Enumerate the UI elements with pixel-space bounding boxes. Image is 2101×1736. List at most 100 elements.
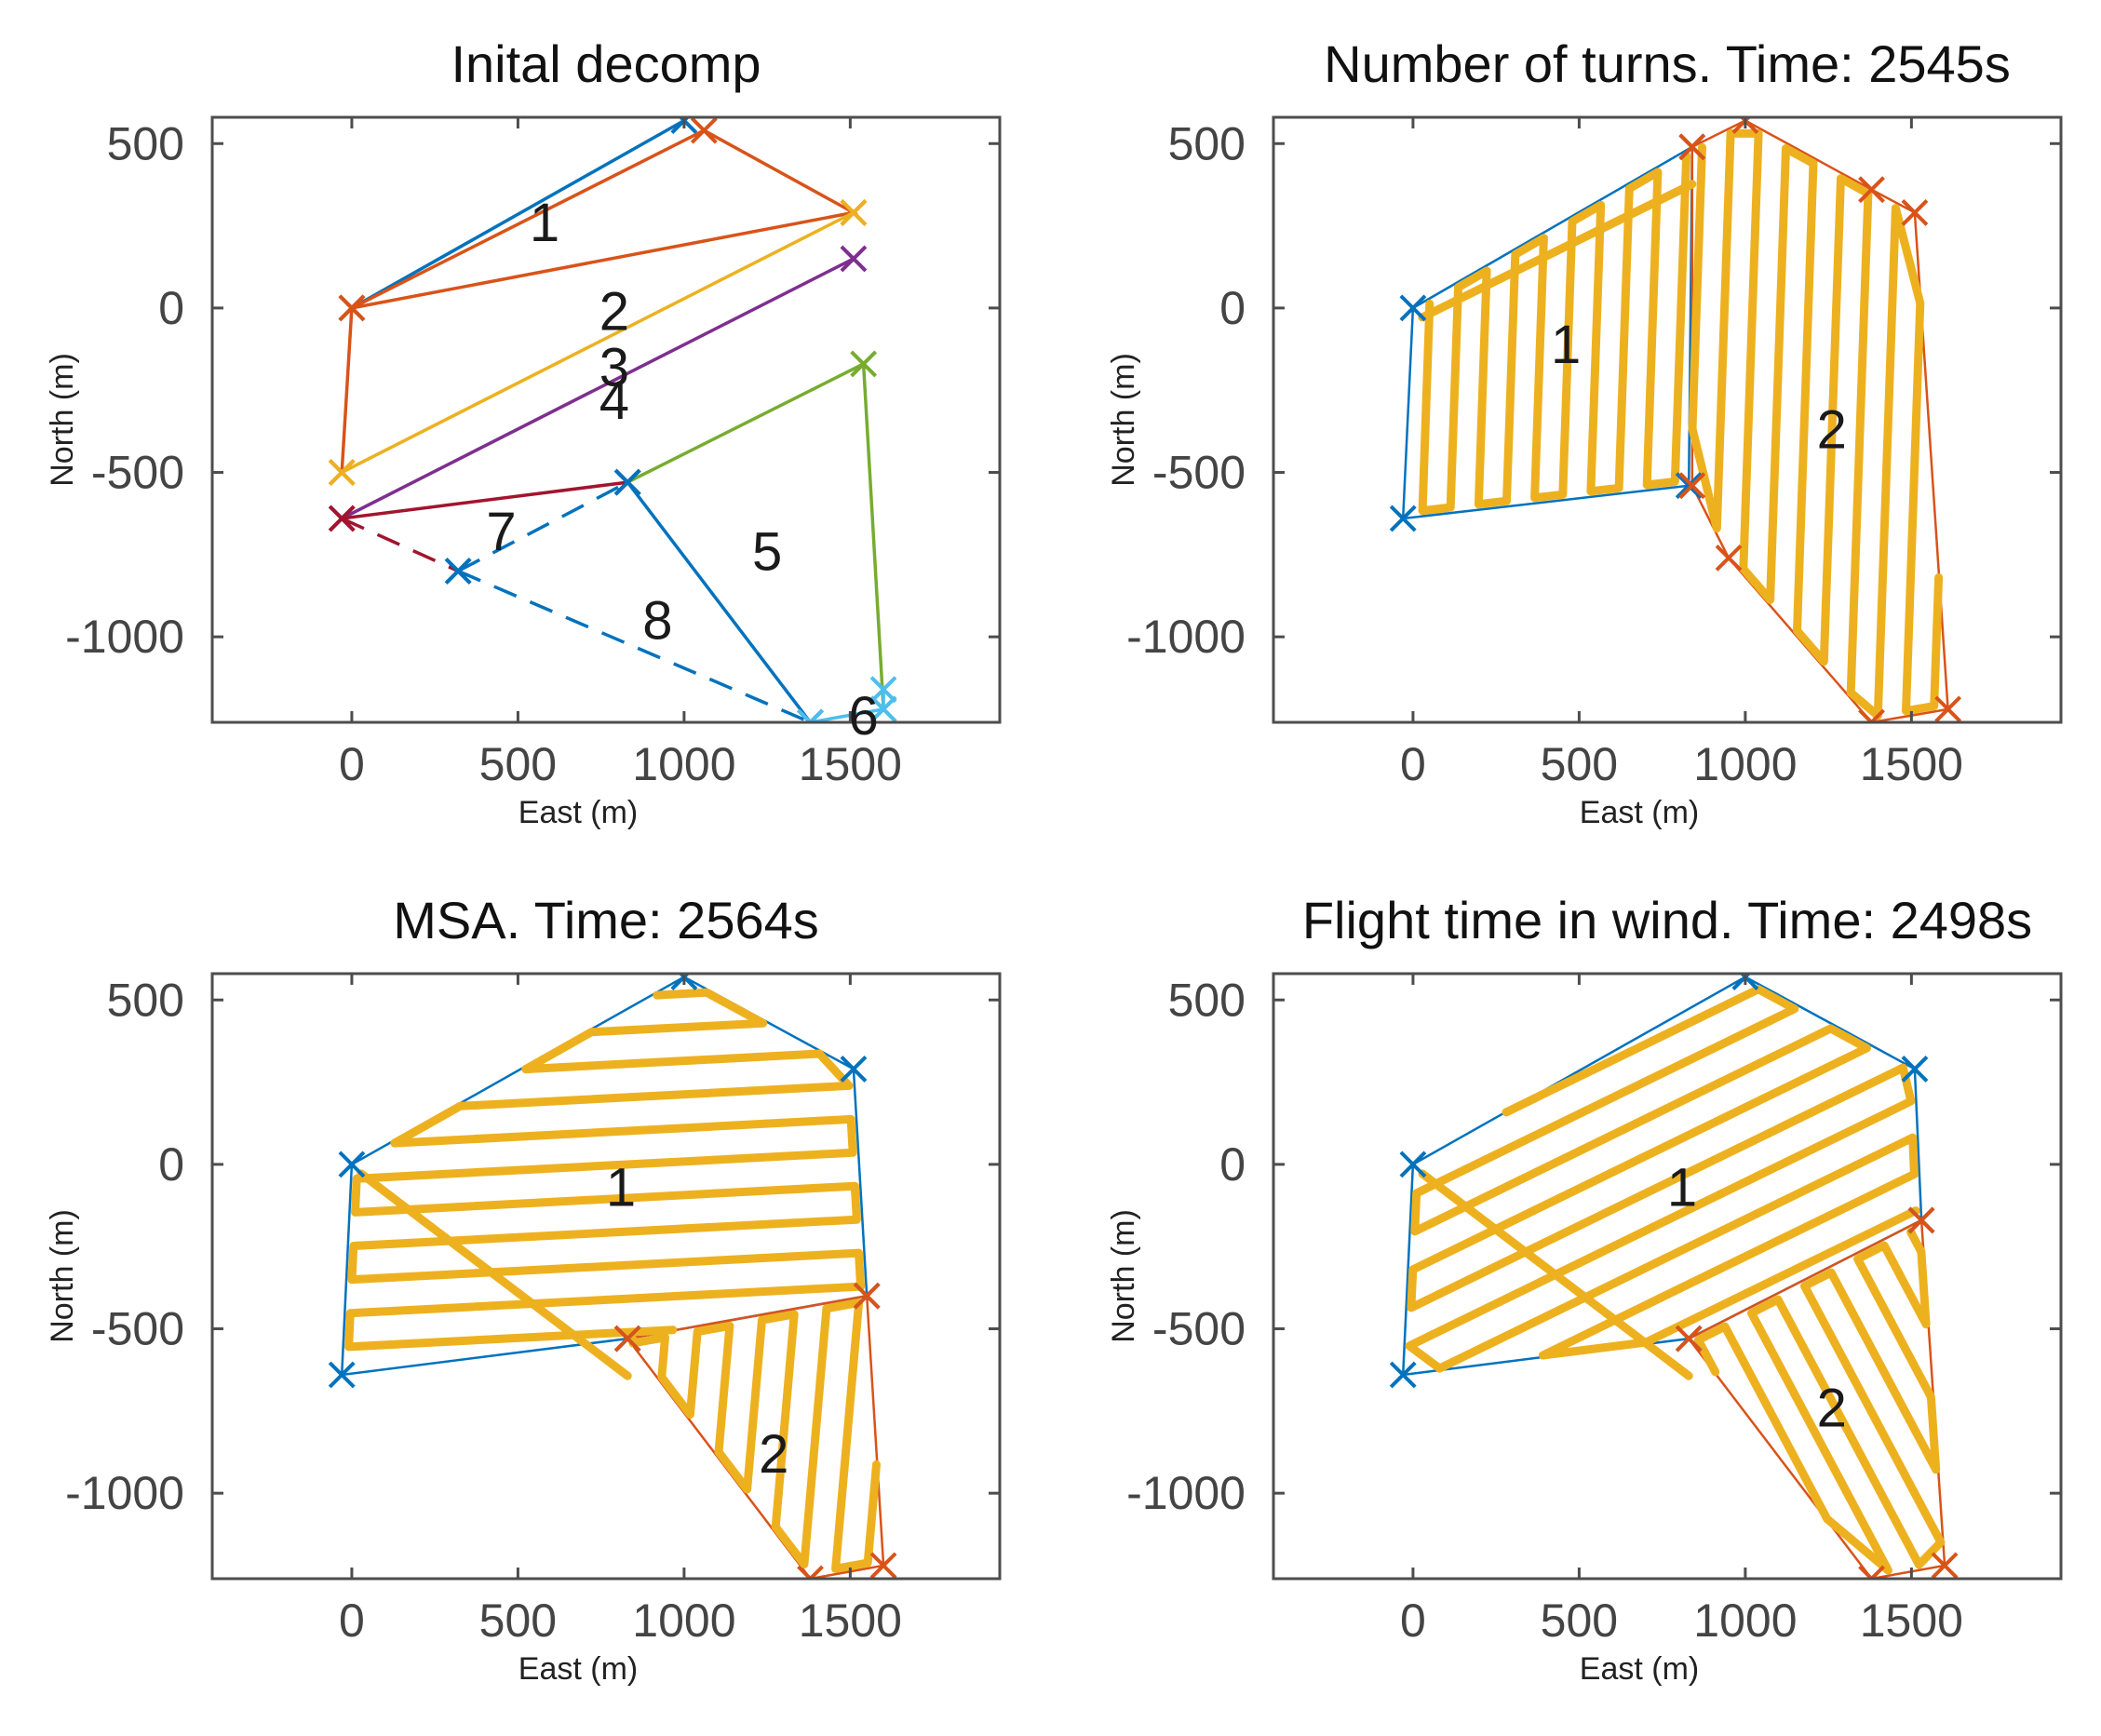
x-axis-label: East (m) (1580, 795, 1699, 830)
axes-box (1272, 115, 2063, 724)
x-tick-label: 1000 (1693, 738, 1797, 790)
flight-path-transit (1418, 1169, 1693, 1380)
region-label-1: 1 (1551, 315, 1581, 375)
series-marker (840, 245, 868, 273)
flight-path-region-1 (344, 988, 866, 1352)
y-tick-label: 500 (1168, 117, 1246, 169)
vertex-marker (1399, 294, 1427, 322)
series-line-8 (457, 480, 629, 573)
plot-title: Inital decomp (451, 34, 761, 93)
series-marker (338, 294, 366, 322)
vertex-marker (1675, 472, 1703, 500)
x-tick-label: 1500 (799, 1595, 902, 1647)
y-tick-label: -500 (91, 1303, 184, 1355)
region-label-2: 2 (599, 281, 629, 342)
x-tick-label: 0 (339, 1595, 365, 1647)
x-tick-label: 1500 (1860, 738, 1963, 790)
region-label-2: 2 (759, 1424, 788, 1485)
x-axis-label: East (m) (1580, 1651, 1699, 1687)
y-tick-label: 500 (107, 117, 184, 169)
flight-path-region-2 (1693, 1228, 1946, 1575)
series-marker (869, 695, 897, 722)
region-label-8: 8 (642, 590, 672, 651)
y-tick-label: 0 (158, 282, 184, 334)
y-tick-label: -1000 (65, 611, 184, 663)
flight-path-region-2 (628, 1299, 881, 1573)
y-axis-label: North (m) (45, 1209, 80, 1343)
flight-path-region-2 (1688, 128, 1944, 720)
x-tick-label: 1500 (1860, 1595, 1963, 1647)
vertex-marker (853, 1282, 881, 1310)
x-tick-label: 0 (1400, 738, 1426, 790)
vertex-marker (1389, 505, 1417, 532)
region-label-6: 6 (849, 686, 879, 747)
series-line-10 (626, 481, 812, 722)
flight-path-region-1 (1405, 985, 1920, 1373)
vertex-marker (1678, 472, 1706, 500)
series-line-9 (457, 569, 812, 722)
series-marker (797, 708, 824, 722)
vertex-marker (869, 1552, 897, 1579)
plot-data-area (328, 974, 897, 1579)
plot-data-area (1389, 974, 1959, 1579)
y-tick-label: -500 (91, 447, 184, 499)
series-marker (444, 558, 472, 585)
x-tick-label: 500 (479, 1595, 557, 1647)
vertex-marker (1901, 1056, 1929, 1083)
series-line-7 (341, 517, 459, 573)
series-marker (613, 468, 641, 496)
vertex-marker (1858, 176, 1885, 204)
x-axis-label: East (m) (519, 1651, 638, 1687)
region-label-5: 5 (752, 521, 782, 582)
axes-box (210, 115, 1002, 724)
x-tick-label: 500 (1541, 738, 1618, 790)
region-label-1: 1 (606, 1158, 636, 1218)
plot-panel-1: Inital decomp 0 500 1000 1500 500 0 -500 -1000 Ea… (45, 34, 1002, 830)
axes-box (1272, 972, 2063, 1581)
vertex-marker (1858, 708, 1885, 722)
series-marker (850, 350, 878, 378)
x-tick-label: 1500 (799, 738, 902, 790)
vertex-marker (613, 1325, 641, 1352)
region-label-4: 4 (599, 370, 629, 431)
x-tick-label: 0 (1400, 1595, 1426, 1647)
plot-panel-4: Flight time in wind. Time: 2498s 0 500 1000… (1106, 891, 2063, 1687)
y-tick-label: 500 (1168, 974, 1246, 1026)
plot-title: MSA. Time: 2564s (393, 891, 819, 949)
vertex-marker (338, 1151, 366, 1178)
y-tick-label: 0 (1219, 282, 1246, 334)
x-tick-label: 1000 (632, 738, 735, 790)
series-marker (869, 676, 897, 704)
flight-path-region-1 (1418, 151, 1691, 516)
series-marker (690, 117, 718, 144)
series-line-2 (340, 128, 859, 473)
y-axis-label: North (m) (45, 353, 80, 487)
plot-panel-3: MSA. Time: 2564s 0 500 1000 1500 500 0 -500 -100… (45, 891, 1002, 1687)
y-tick-label: -1000 (1126, 611, 1246, 663)
vertex-marker (328, 1361, 356, 1389)
y-tick-label: 0 (158, 1138, 184, 1191)
vertex-marker (797, 1565, 824, 1579)
region-label-1: 1 (530, 193, 559, 253)
x-tick-label: 0 (339, 738, 365, 790)
plot-data-area (328, 117, 897, 722)
region-label-1: 1 (1667, 1158, 1697, 1218)
vertex-marker (1858, 1565, 1885, 1579)
vertex-marker (1901, 199, 1929, 226)
plot-data-area (1389, 117, 1962, 722)
y-tick-label: -500 (1152, 447, 1246, 499)
x-tick-label: 500 (479, 738, 557, 790)
y-tick-label: 0 (1219, 1138, 1246, 1191)
y-tick-label: -1000 (65, 1467, 184, 1519)
region-label-3: 3 (599, 337, 629, 397)
series-marker (328, 459, 356, 486)
series-line-1 (351, 118, 685, 310)
vertex-marker (1399, 1151, 1427, 1178)
y-axis-label: North (m) (1106, 1209, 1141, 1343)
series-marker (840, 199, 868, 226)
flight-path-transit (357, 1169, 632, 1380)
y-axis-label: North (m) (1106, 353, 1141, 487)
flight-path-transit (1418, 180, 1697, 322)
